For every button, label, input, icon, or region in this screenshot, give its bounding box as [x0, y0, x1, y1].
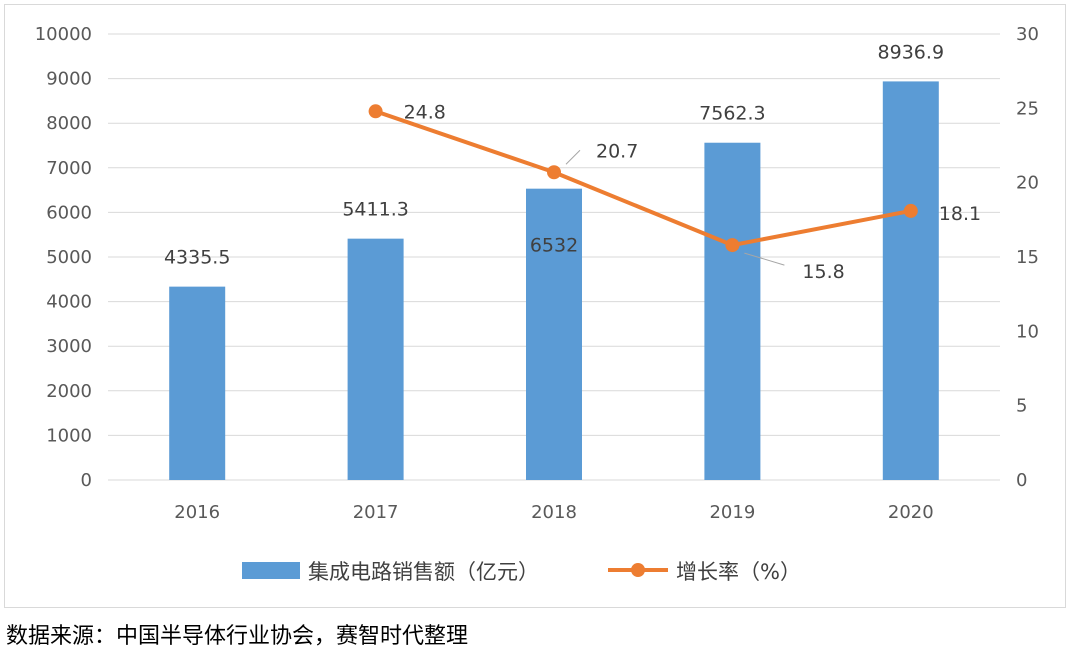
line-marker: [903, 203, 918, 218]
bar-data-label: 6532: [530, 235, 578, 257]
y-left-tick-label: 5000: [46, 247, 92, 268]
bar: [882, 81, 939, 481]
bar-data-label: 5411.3: [342, 199, 408, 221]
line-data-label: 20.7: [596, 140, 638, 162]
y-right-tick-label: 20: [1016, 173, 1039, 194]
bar: [526, 188, 582, 481]
y-left-tick-label: 9000: [46, 69, 92, 90]
y-right-tick-label: 25: [1016, 98, 1039, 119]
y-right-tick-label: 5: [1016, 396, 1027, 417]
gridlines: [108, 33, 1000, 481]
combo-chart: 4335.5 5411.3 6532 7562.3 8936.9 24.8 20.7 15.8…: [35, 24, 1039, 584]
y-right-tick-label: 30: [1016, 24, 1039, 45]
legend: 集成电路销售额（亿元） 增长率（%）: [242, 560, 801, 584]
y-left-tick-label: 7000: [46, 158, 92, 179]
y-left-tick-label: 4000: [46, 292, 92, 313]
line-marker: [725, 238, 740, 253]
y-left-tick-label: 1000: [46, 425, 92, 446]
x-tick-label: 2016: [174, 502, 220, 523]
y-left-tick-label: 2000: [46, 381, 92, 402]
line-series: [368, 104, 918, 253]
y-left-tick-label: 0: [81, 470, 92, 491]
y-left-tick-label: 6000: [46, 202, 92, 223]
bar: [169, 286, 226, 480]
legend-label-line: 增长率（%）: [676, 560, 801, 584]
bar-data-label: 8936.9: [878, 41, 944, 63]
bar-data-label: 4335.5: [164, 247, 230, 269]
source-note: 数据来源：中国半导体行业协会，赛智时代整理: [6, 624, 469, 649]
x-tick-label: 2018: [531, 502, 577, 523]
line-data-label: 15.8: [802, 261, 844, 283]
x-tick-label: 2017: [353, 502, 399, 523]
y-left-tick-label: 10000: [35, 24, 92, 45]
axis-ticks: 0100020003000400050006000700080009000100…: [35, 24, 1039, 523]
data-label-leader: [565, 149, 581, 165]
data-labels: 4335.5 5411.3 6532 7562.3 8936.9 24.8 20.7 15.8…: [164, 41, 981, 283]
y-right-tick-label: 15: [1016, 247, 1039, 268]
line-data-label: 18.1: [939, 203, 981, 225]
y-left-tick-label: 3000: [46, 336, 92, 357]
legend-swatch-bar: [242, 562, 300, 579]
bar-series: [169, 81, 939, 481]
x-tick-label: 2020: [888, 502, 934, 523]
growth-line: [374, 109, 912, 248]
bar-data-label: 7562.3: [699, 103, 765, 125]
y-left-tick-label: 8000: [46, 113, 92, 134]
line-marker: [368, 104, 383, 119]
line-data-label: 24.8: [404, 101, 446, 123]
line-marker: [547, 165, 561, 180]
x-tick-label: 2019: [709, 502, 755, 523]
y-right-tick-label: 10: [1016, 321, 1039, 342]
data-label-leader: [744, 252, 785, 266]
legend-label-bar: 集成电路销售额（亿元）: [308, 560, 539, 584]
y-right-tick-label: 0: [1016, 470, 1027, 491]
legend-swatch-marker: [631, 563, 645, 577]
bar: [704, 142, 761, 480]
bar: [347, 238, 404, 480]
